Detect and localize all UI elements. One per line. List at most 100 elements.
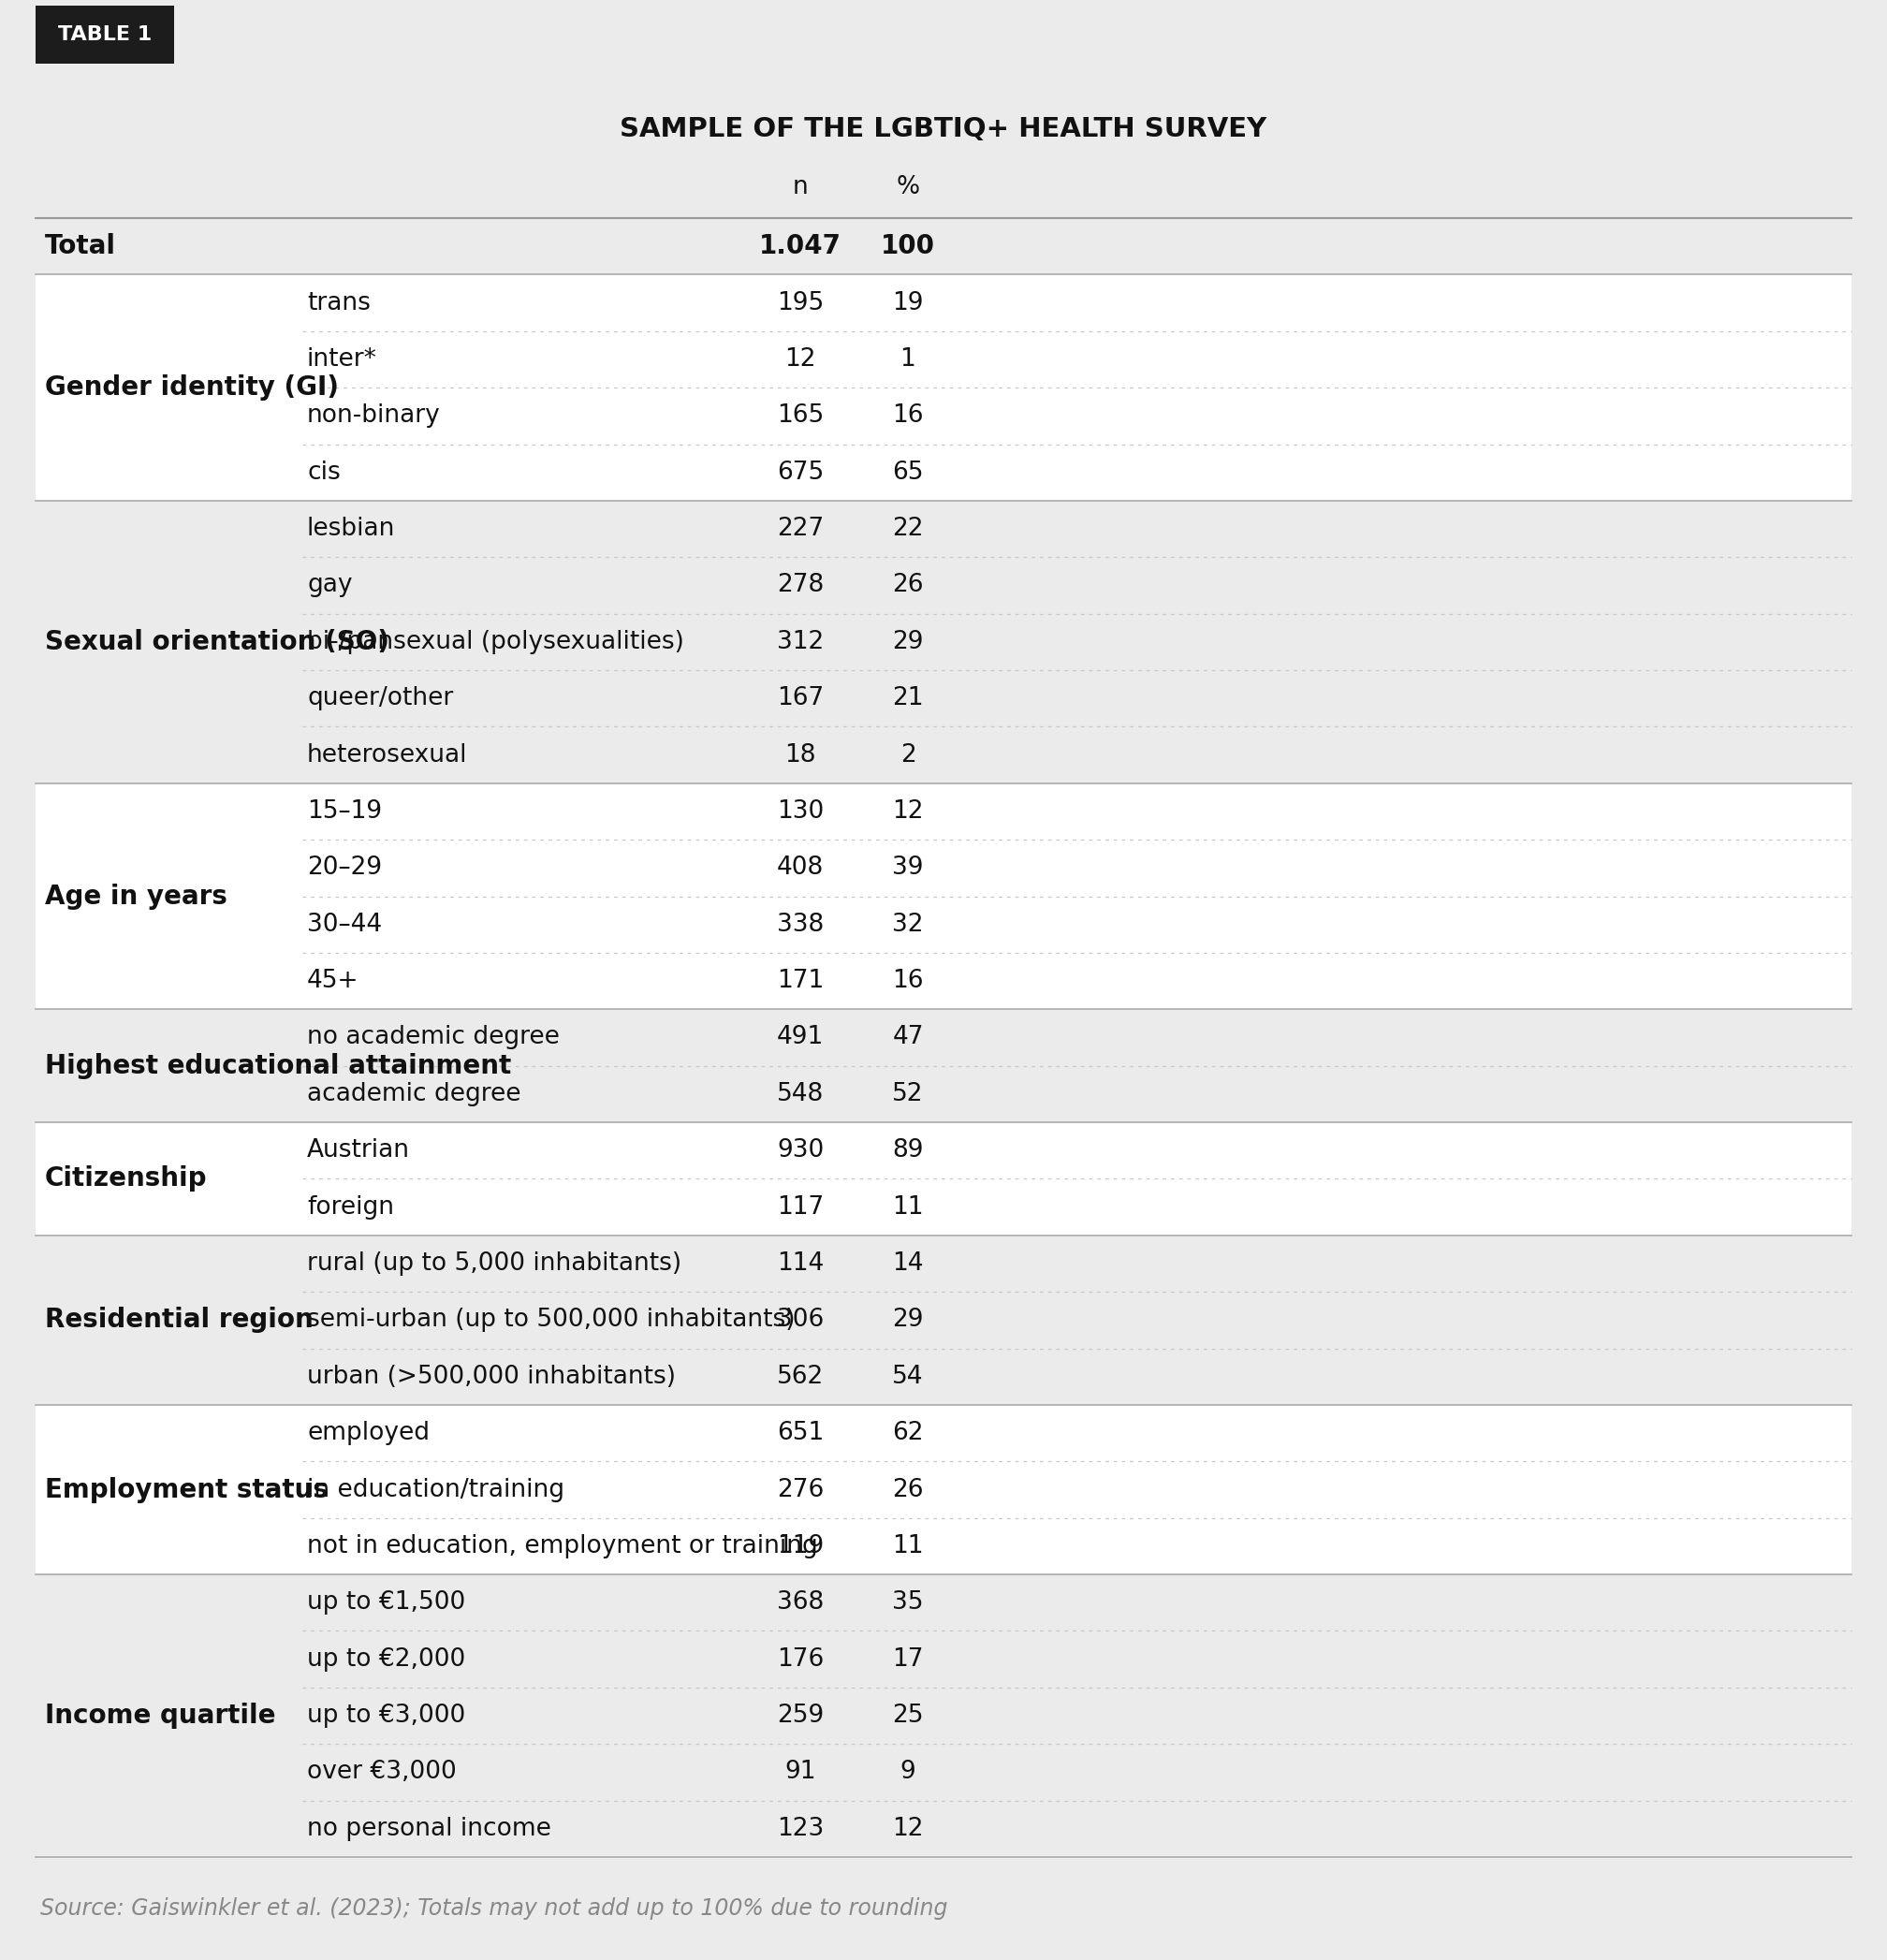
Text: 123: 123 [777,1817,825,1840]
Text: up to €2,000: up to €2,000 [308,1646,466,1672]
Text: over €3,000: over €3,000 [308,1760,457,1784]
Text: 11: 11 [893,1196,923,1219]
Text: 14: 14 [893,1250,923,1276]
Text: 54: 54 [893,1364,923,1390]
Text: 548: 548 [777,1082,825,1105]
Text: 338: 338 [777,911,825,937]
Text: Citizenship: Citizenship [45,1166,208,1192]
Text: no personal income: no personal income [308,1817,551,1840]
Text: 91: 91 [785,1760,815,1784]
Text: 18: 18 [785,743,815,766]
Text: 195: 195 [777,290,825,316]
Text: Employment status: Employment status [45,1476,328,1503]
Text: 45+: 45+ [308,968,359,994]
Bar [36,65,1851,218]
Text: queer/other: queer/other [308,686,453,711]
Text: Income quartile: Income quartile [45,1703,276,1729]
Text: 276: 276 [777,1478,825,1501]
Text: 171: 171 [777,968,825,994]
Text: employed: employed [308,1421,430,1445]
Text: bi-/pansexual (polysexualities): bi-/pansexual (polysexualities) [308,629,685,655]
Text: 2: 2 [900,743,915,766]
Text: Source: Gaiswinkler et al. (2023); Totals may not add up to 100% due to rounding: Source: Gaiswinkler et al. (2023); Total… [40,1897,947,1919]
Text: 165: 165 [777,404,825,427]
Text: %: % [896,174,919,200]
Text: Residential region: Residential region [45,1307,313,1333]
Text: 52: 52 [893,1082,923,1105]
Bar [36,784,1851,1009]
Text: gay: gay [308,572,353,598]
Text: 26: 26 [893,572,923,598]
Text: 1: 1 [900,347,915,372]
Text: 562: 562 [777,1364,825,1390]
Text: 675: 675 [777,461,825,484]
Text: 21: 21 [893,686,923,711]
Text: 651: 651 [777,1421,825,1445]
Text: 62: 62 [893,1421,923,1445]
Text: 1.047: 1.047 [759,233,842,259]
Bar [36,1123,1851,1235]
Text: 114: 114 [777,1250,825,1276]
Text: 12: 12 [893,800,923,823]
Text: semi-urban (up to 500,000 inhabitants): semi-urban (up to 500,000 inhabitants) [308,1307,794,1333]
Text: SAMPLE OF THE LGBTIQ+ HEALTH SURVEY: SAMPLE OF THE LGBTIQ+ HEALTH SURVEY [621,116,1266,143]
Bar [36,1235,1851,1405]
Text: 65: 65 [893,461,923,484]
Text: non-binary: non-binary [308,404,442,427]
Text: in education/training: in education/training [308,1478,564,1501]
Text: 26: 26 [893,1478,923,1501]
Bar [36,6,174,63]
Text: up to €1,500: up to €1,500 [308,1592,466,1615]
Text: Age in years: Age in years [45,884,226,909]
Text: trans: trans [308,290,370,316]
Text: 29: 29 [893,1307,923,1333]
Text: 312: 312 [777,629,825,655]
Text: Austrian: Austrian [308,1139,409,1162]
Text: 368: 368 [777,1592,825,1615]
Text: n: n [793,174,808,200]
Bar [36,500,1851,784]
Text: TABLE 1: TABLE 1 [58,25,151,43]
Text: 491: 491 [777,1025,825,1051]
Text: 167: 167 [777,686,825,711]
Text: 32: 32 [893,911,923,937]
Bar [36,1574,1851,1856]
Text: 278: 278 [777,572,825,598]
Text: 20–29: 20–29 [308,857,381,880]
Text: 306: 306 [777,1307,825,1333]
Text: 408: 408 [777,857,825,880]
Text: Gender identity (GI): Gender identity (GI) [45,374,340,400]
Text: 119: 119 [777,1535,825,1558]
Text: 89: 89 [893,1139,923,1162]
Text: 11: 11 [893,1535,923,1558]
Bar [36,274,1851,500]
Text: lesbian: lesbian [308,517,396,541]
Text: cis: cis [308,461,340,484]
Text: 16: 16 [893,968,923,994]
Text: 16: 16 [893,404,923,427]
Text: 12: 12 [893,1817,923,1840]
Text: no academic degree: no academic degree [308,1025,560,1051]
Text: 100: 100 [881,233,936,259]
Text: 25: 25 [893,1703,923,1729]
Text: 17: 17 [893,1646,923,1672]
Text: 259: 259 [777,1703,825,1729]
Text: Sexual orientation (SO): Sexual orientation (SO) [45,629,389,655]
Text: 30–44: 30–44 [308,911,381,937]
Text: 39: 39 [893,857,923,880]
Text: 12: 12 [785,347,815,372]
Text: 15–19: 15–19 [308,800,381,823]
Bar [36,1405,1851,1574]
Text: academic degree: academic degree [308,1082,521,1105]
Text: 176: 176 [777,1646,825,1672]
Text: up to €3,000: up to €3,000 [308,1703,466,1729]
Text: not in education, employment or training: not in education, employment or training [308,1535,817,1558]
Text: inter*: inter* [308,347,377,372]
Text: 22: 22 [893,517,923,541]
Text: foreign: foreign [308,1196,394,1219]
Text: 47: 47 [893,1025,923,1051]
Text: 29: 29 [893,629,923,655]
Text: 227: 227 [777,517,825,541]
Text: rural (up to 5,000 inhabitants): rural (up to 5,000 inhabitants) [308,1250,681,1276]
Bar [36,1009,1851,1123]
